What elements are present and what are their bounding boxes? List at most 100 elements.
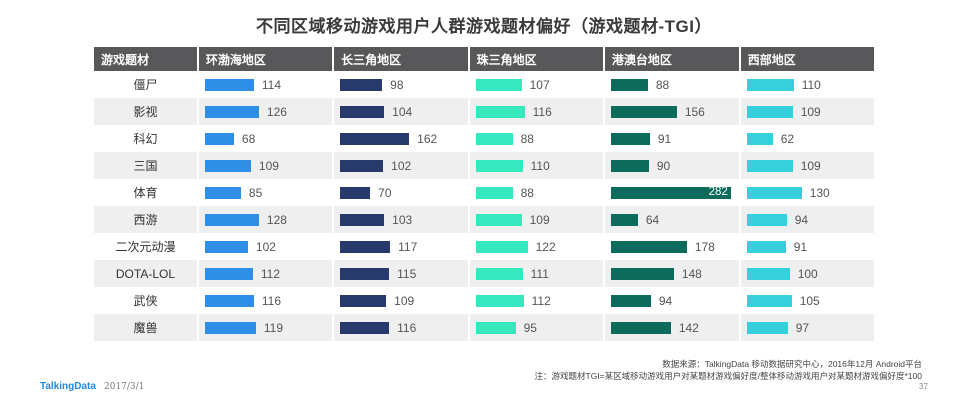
tgi-value-label: 94 bbox=[658, 293, 673, 308]
value-cell: 116 bbox=[468, 98, 605, 125]
tgi-bar bbox=[204, 132, 234, 145]
tgi-value-label: 122 bbox=[535, 239, 556, 254]
tgi-value-label: 162 bbox=[417, 131, 438, 146]
table-row: 二次元动漫 102 117 122 178 91 bbox=[94, 233, 874, 260]
tgi-bar bbox=[746, 186, 802, 199]
tgi-value-label: 104 bbox=[392, 104, 413, 119]
tgi-bar bbox=[746, 267, 790, 280]
tgi-value-label: 116 bbox=[532, 104, 552, 119]
data-source: 数据来源：TalkingData 移动数据研究中心，2016年12月 Andro… bbox=[662, 359, 922, 369]
category-label: 三国 bbox=[94, 152, 199, 179]
value-cell: 126 bbox=[197, 98, 335, 125]
column-header: 西部地区 bbox=[739, 47, 874, 71]
tgi-value-label: 142 bbox=[678, 320, 699, 335]
value-cell: 130 bbox=[740, 179, 874, 206]
tgi-value-label: 88 bbox=[520, 185, 534, 200]
tgi-bar bbox=[610, 105, 677, 118]
value-cell: 109 bbox=[197, 152, 335, 179]
tgi-value-label: 98 bbox=[390, 77, 404, 92]
table-row: 影视 126 104 116 156 109 bbox=[94, 98, 874, 125]
value-cell: 102 bbox=[333, 152, 470, 179]
value-cell: 109 bbox=[333, 287, 470, 314]
value-cell: 119 bbox=[197, 314, 335, 341]
category-label: 影视 bbox=[94, 98, 199, 125]
footnote: 注：游戏题材TGI=某区域移动游戏用户对某题材游戏偏好度/整体移动游戏用户对某题… bbox=[534, 371, 923, 381]
tgi-bar bbox=[204, 294, 254, 307]
tgi-value-label: 109 bbox=[529, 212, 550, 227]
tgi-value-label: 109 bbox=[258, 158, 279, 173]
tgi-bar bbox=[746, 132, 773, 145]
tgi-bar bbox=[340, 267, 390, 280]
tgi-bar bbox=[475, 294, 524, 307]
tgi-value-label: 94 bbox=[794, 212, 809, 227]
tgi-bar bbox=[340, 159, 384, 172]
report-date: 2017/3/1 bbox=[104, 382, 145, 392]
column-header: 港澳台地区 bbox=[603, 47, 741, 71]
tgi-bar bbox=[746, 294, 792, 307]
value-cell: 70 bbox=[333, 179, 470, 206]
tgi-bar bbox=[204, 321, 256, 334]
value-cell: 91 bbox=[603, 125, 741, 152]
tgi-value-label: 102 bbox=[391, 158, 412, 173]
value-cell: 91 bbox=[740, 233, 874, 260]
value-cell: 103 bbox=[333, 206, 470, 233]
category-label: 武侠 bbox=[94, 287, 199, 314]
tgi-value-label: 178 bbox=[694, 239, 715, 254]
tgi-value-label: 109 bbox=[800, 104, 821, 119]
tgi-value-label: 90 bbox=[656, 158, 671, 173]
tgi-bar bbox=[340, 132, 410, 145]
tgi-bar bbox=[204, 240, 248, 253]
value-cell: 98 bbox=[333, 71, 470, 98]
tgi-bar bbox=[204, 213, 259, 226]
tgi-value-label: 112 bbox=[260, 266, 281, 281]
tgi-bar bbox=[204, 159, 251, 172]
value-cell: 109 bbox=[739, 152, 874, 179]
value-cell: 107 bbox=[468, 71, 605, 98]
tgi-bar bbox=[340, 213, 385, 226]
tgi-bar bbox=[475, 132, 513, 145]
column-header: 珠三角地区 bbox=[468, 47, 605, 71]
value-cell: 88 bbox=[468, 125, 605, 152]
category-label: 体育 bbox=[94, 179, 199, 206]
tgi-bar bbox=[475, 267, 523, 280]
value-cell: 90 bbox=[603, 152, 741, 179]
value-cell: 162 bbox=[333, 125, 470, 152]
tgi-bar bbox=[204, 78, 254, 91]
chart-title: 不同区域移动游戏用户人群游戏题材偏好（游戏题材-TGI） bbox=[256, 17, 712, 36]
tgi-value-label: 64 bbox=[645, 212, 660, 227]
table-row: 体育 85 70 88 282 130 bbox=[94, 179, 874, 206]
value-cell: 105 bbox=[740, 287, 874, 314]
tgi-bar bbox=[746, 78, 794, 91]
tgi-value-label: 105 bbox=[799, 293, 820, 308]
value-cell: 95 bbox=[468, 314, 605, 341]
value-cell: 97 bbox=[739, 314, 874, 341]
table-header-row: 游戏题材 环渤海地区 长三角地区 珠三角地区 港澳台地区 西部地区 bbox=[94, 47, 874, 71]
value-cell: 68 bbox=[197, 125, 335, 152]
value-cell: 112 bbox=[197, 260, 335, 287]
value-cell: 178 bbox=[603, 233, 741, 260]
tgi-value-label: 130 bbox=[809, 185, 830, 200]
tgi-bar: 282 bbox=[610, 186, 731, 199]
value-cell: 115 bbox=[333, 260, 470, 287]
value-cell: 104 bbox=[333, 98, 470, 125]
value-cell: 110 bbox=[468, 152, 605, 179]
value-cell: 111 bbox=[468, 260, 605, 287]
tgi-bar bbox=[340, 240, 391, 253]
tgi-bar bbox=[610, 321, 671, 334]
tgi-bar bbox=[475, 78, 522, 91]
tgi-value-label: 107 bbox=[529, 77, 550, 92]
category-label: 僵尸 bbox=[94, 71, 199, 98]
tgi-value-label: 95 bbox=[523, 320, 537, 335]
table-row: 魔兽 119 116 95 142 97 bbox=[94, 314, 874, 341]
tgi-value-label: 117 bbox=[398, 239, 418, 254]
tgi-value-label: 85 bbox=[248, 185, 263, 200]
category-label: DOTA-LOL bbox=[94, 260, 199, 287]
tgi-bar bbox=[340, 294, 387, 307]
column-header: 游戏题材 bbox=[94, 47, 199, 71]
tgi-bar bbox=[746, 159, 793, 172]
table-row: 三国 109 102 110 90 109 bbox=[94, 152, 874, 179]
value-cell: 128 bbox=[197, 206, 335, 233]
tgi-bar bbox=[475, 105, 525, 118]
tgi-bar bbox=[746, 213, 787, 226]
tgi-bar bbox=[610, 132, 650, 145]
